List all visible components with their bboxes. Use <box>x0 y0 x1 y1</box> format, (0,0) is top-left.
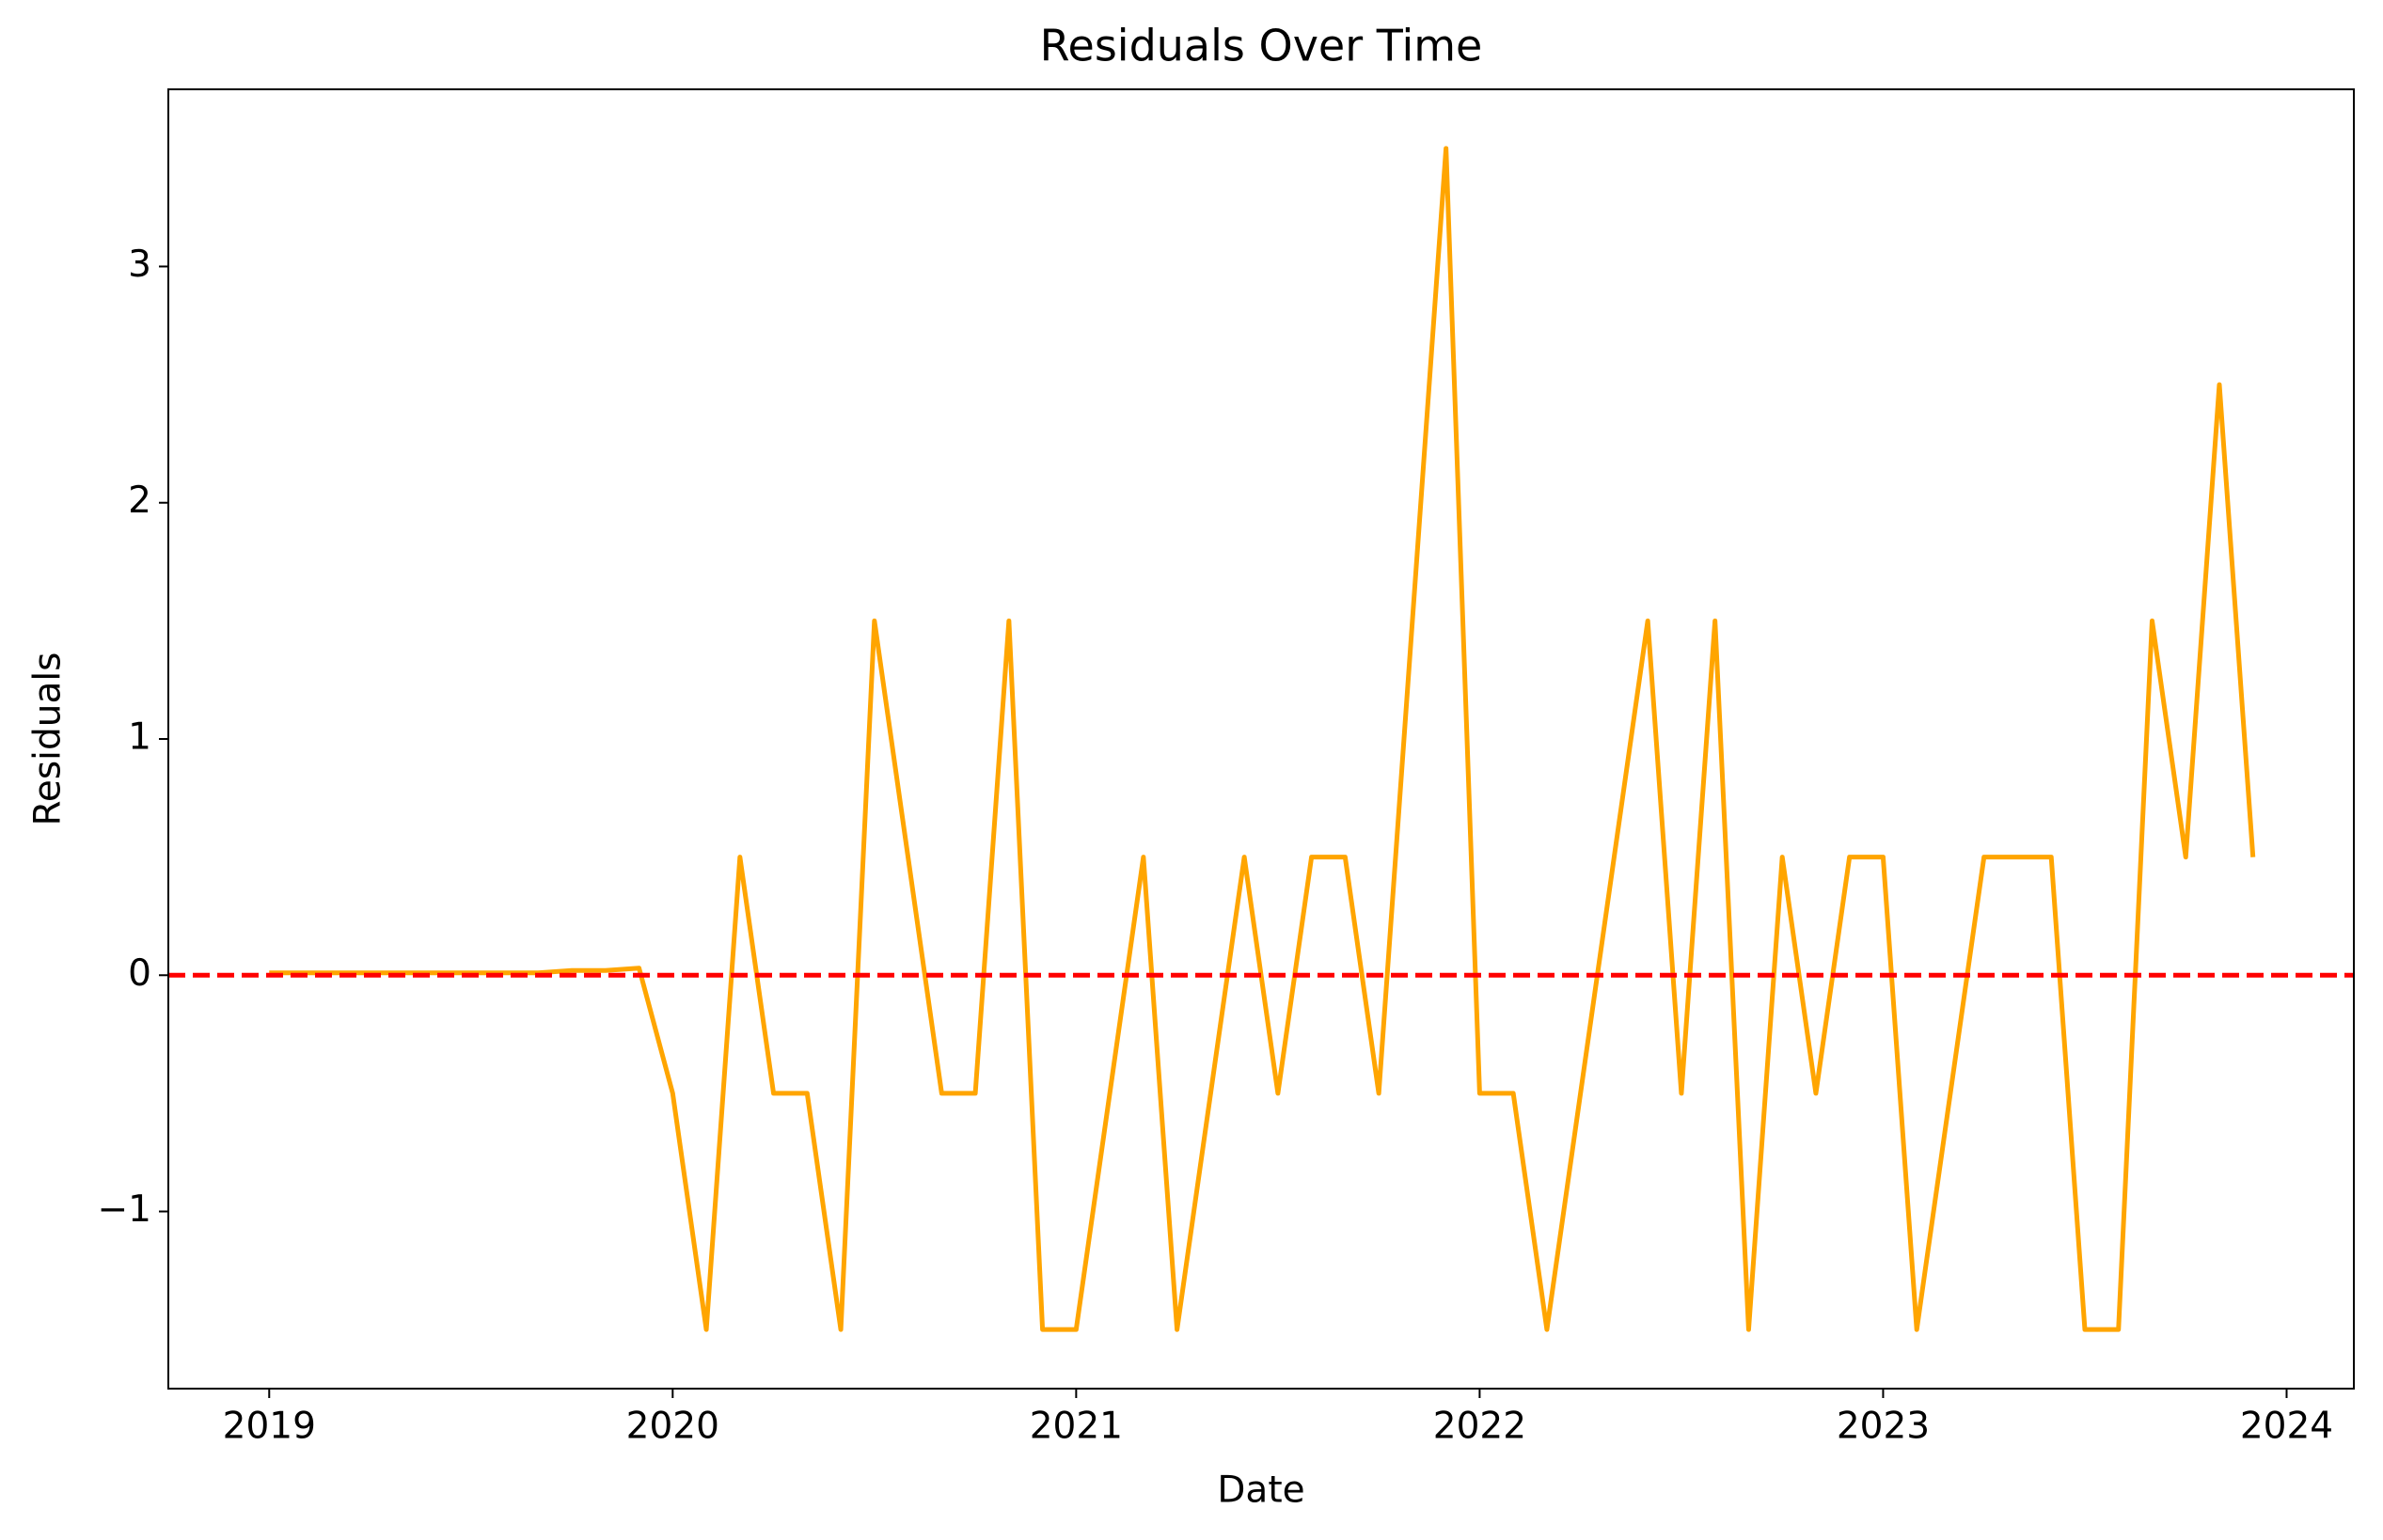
chart-title: Residuals Over Time <box>1040 21 1483 71</box>
x-axis-label: Date <box>1217 1469 1304 1512</box>
x-tick-label: 2020 <box>626 1406 719 1448</box>
x-tick-label: 2023 <box>1837 1406 1930 1448</box>
y-axis-label: Residuals <box>27 652 70 825</box>
x-tick-label: 2024 <box>2240 1406 2333 1448</box>
x-tick-label: 2021 <box>1030 1406 1123 1448</box>
y-tick-label: 0 <box>128 952 151 995</box>
y-tick-label: 3 <box>128 244 151 286</box>
y-tick-label: −1 <box>98 1188 152 1231</box>
x-tick-label: 2019 <box>223 1406 316 1448</box>
y-tick-label: 1 <box>128 716 151 759</box>
data-line <box>269 146 2256 1332</box>
plot-frame <box>167 88 2355 1390</box>
x-tick-label: 2022 <box>1433 1406 1526 1448</box>
y-tick-label: 2 <box>128 479 151 522</box>
